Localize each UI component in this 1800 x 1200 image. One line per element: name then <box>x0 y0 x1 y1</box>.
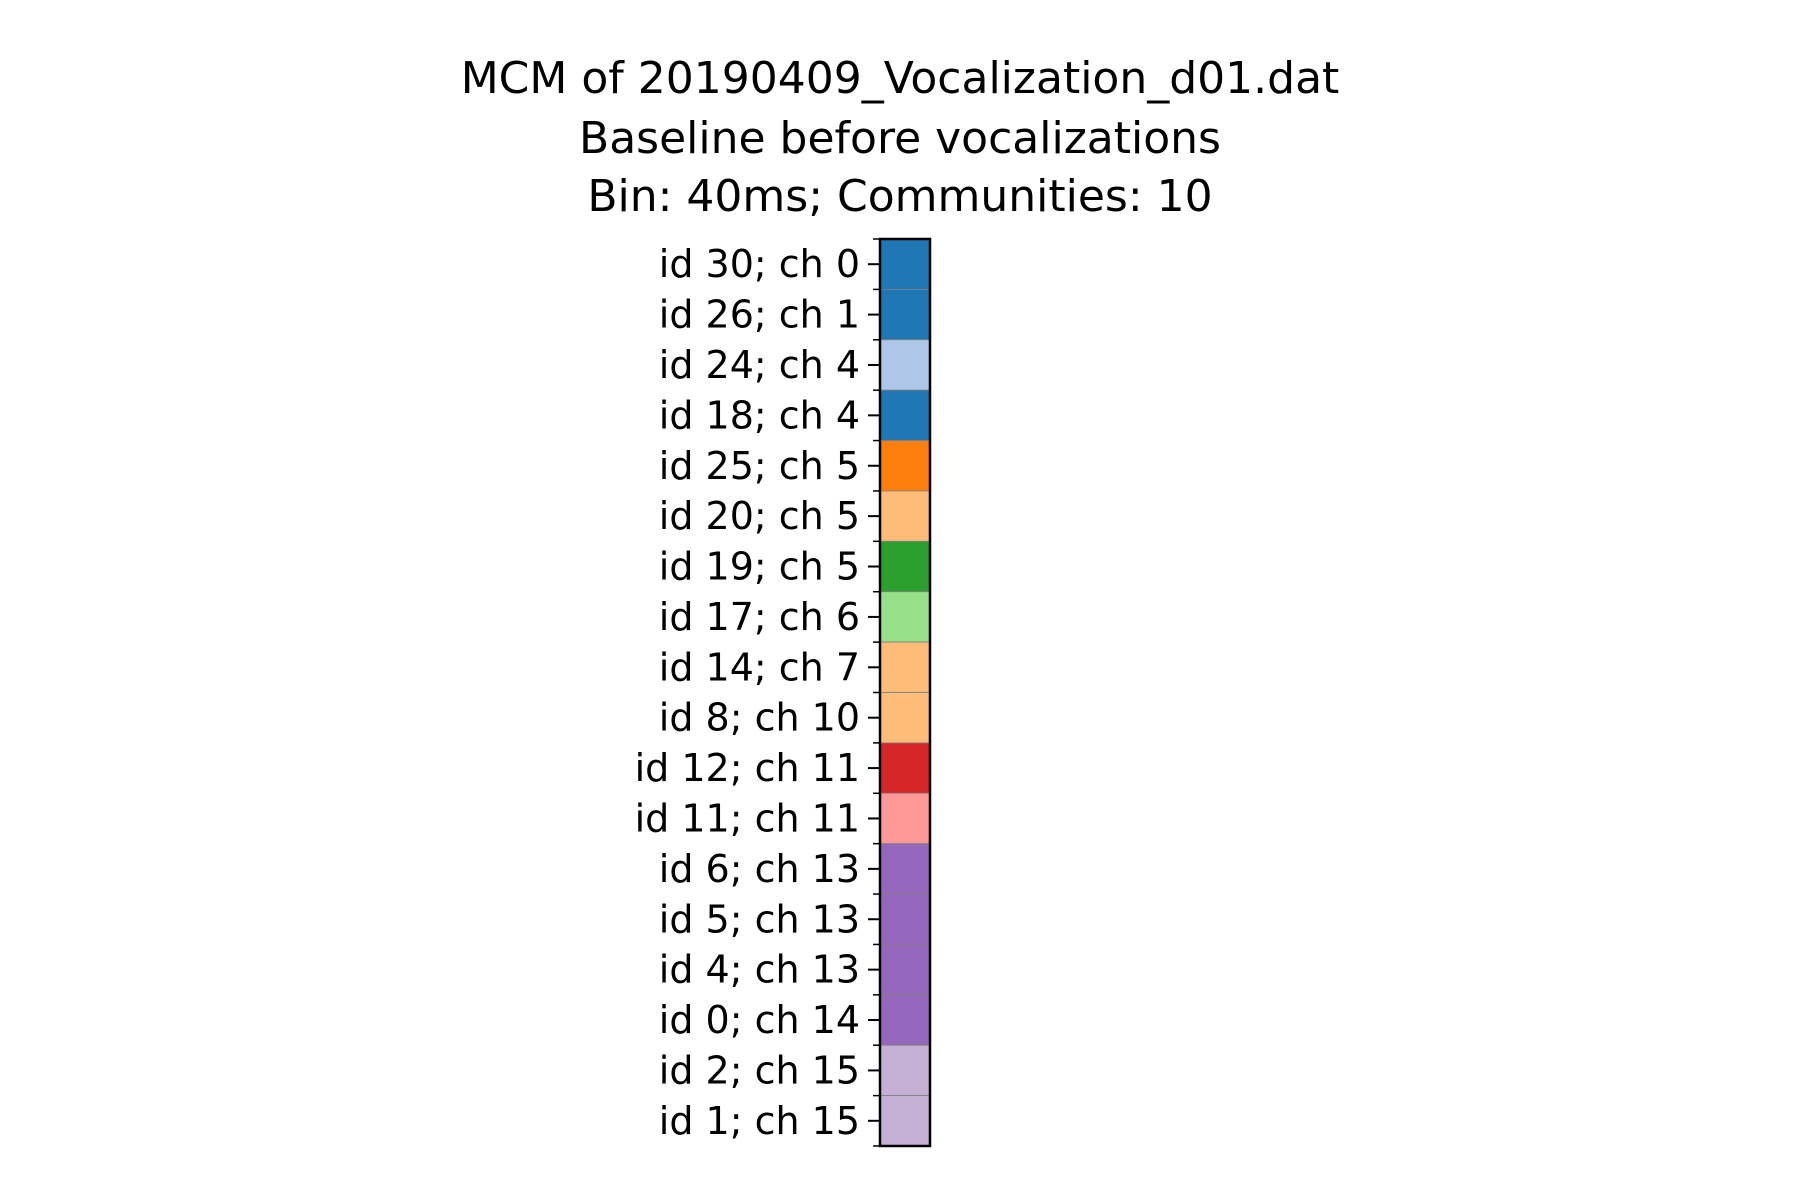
cells-group <box>879 238 931 1147</box>
cell-12 <box>879 843 931 895</box>
row-label-14: id 4; ch 13 <box>659 948 860 992</box>
cell-16 <box>879 1044 931 1097</box>
cell-17 <box>879 1095 931 1147</box>
row-label-16: id 2; ch 15 <box>659 1048 860 1092</box>
row-label-15: id 0; ch 14 <box>659 998 860 1042</box>
row-label-3: id 18; ch 4 <box>659 393 860 437</box>
row-label-9: id 8; ch 10 <box>659 696 860 740</box>
row-label-7: id 17; ch 6 <box>659 595 860 639</box>
plot-frame <box>878 237 932 1148</box>
row-label-4: id 25; ch 5 <box>659 444 860 488</box>
row-label-13: id 5; ch 13 <box>659 897 860 941</box>
row-label-17: id 1; ch 15 <box>659 1099 860 1143</box>
cell-4 <box>879 440 931 492</box>
row-label-8: id 14; ch 7 <box>659 645 860 689</box>
chart-title-line-2: Baseline before vocalizations <box>579 113 1221 164</box>
cell-5 <box>879 490 931 542</box>
chart-title-line-3: Bin: 40ms; Communities: 10 <box>587 171 1213 222</box>
cell-14 <box>879 944 931 996</box>
row-label-2: id 24; ch 4 <box>659 343 860 387</box>
cell-2 <box>879 339 931 391</box>
cell-7 <box>879 591 931 643</box>
row-label-5: id 20; ch 5 <box>659 494 860 538</box>
row-label-0: id 30; ch 0 <box>659 242 860 286</box>
cell-6 <box>879 540 931 593</box>
row-label-6: id 19; ch 5 <box>659 545 860 589</box>
cell-13 <box>879 893 931 945</box>
cell-0 <box>879 238 931 290</box>
labels-group: id 30; ch 0 id 26; ch 1 id 24; ch 4 id 18; … <box>635 242 860 1143</box>
cell-11 <box>879 792 931 845</box>
cell-9 <box>879 692 931 744</box>
cell-10 <box>879 742 931 794</box>
cell-8 <box>879 641 931 693</box>
row-label-10: id 12; ch 11 <box>635 746 860 790</box>
cell-15 <box>879 994 931 1046</box>
cell-3 <box>879 389 931 441</box>
cell-1 <box>879 288 931 341</box>
row-label-1: id 26; ch 1 <box>659 293 860 337</box>
chart-title-line-1: MCM of 20190409_Vocalization_d01.dat <box>460 53 1340 104</box>
row-label-12: id 6; ch 13 <box>659 847 860 891</box>
row-label-11: id 11; ch 11 <box>635 796 860 840</box>
ticks-group <box>868 238 880 1147</box>
